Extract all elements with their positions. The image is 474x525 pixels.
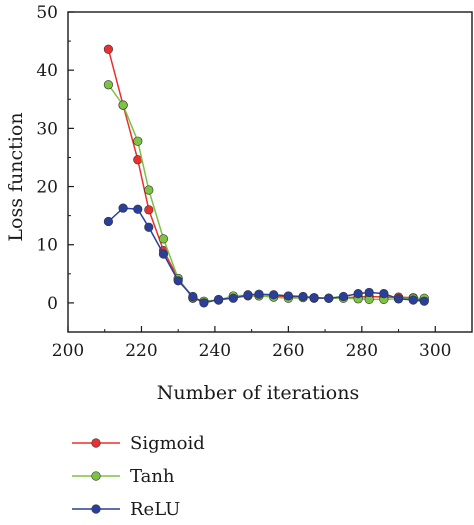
legend-item-sigmoid: Sigmoid — [72, 433, 205, 454]
y-tick-label: 30 — [36, 119, 58, 139]
legend-item-relu: ReLU — [72, 499, 180, 520]
data-point-relu — [324, 293, 334, 303]
data-point-sigmoid — [103, 44, 113, 54]
series-tanh — [103, 80, 429, 306]
data-point-relu — [269, 290, 279, 300]
data-point-relu — [364, 287, 374, 298]
axis-ticks: 200 220 240 260 280 300 0 10 20 30 40 50 — [36, 3, 451, 361]
data-point-relu — [118, 203, 128, 213]
data-point-relu — [338, 291, 349, 302]
data-point-relu — [144, 222, 154, 232]
series-line-tanh — [107, 84, 425, 302]
series-line-sigmoid — [107, 49, 425, 303]
x-tick-label: 200 — [52, 341, 84, 361]
series-line-relu — [107, 207, 425, 304]
legend: Sigmoid Tanh ReLU — [72, 433, 205, 520]
y-tick-label: 10 — [36, 236, 58, 256]
legend-marker-sigmoid — [91, 438, 101, 448]
data-point-relu — [188, 291, 198, 302]
x-tick-label: 260 — [272, 341, 304, 361]
data-point-relu — [158, 249, 169, 259]
plot-border — [67, 11, 473, 333]
data-point-tanh — [144, 185, 154, 195]
x-axis-label: Number of iterations — [157, 382, 359, 404]
legend-label-tanh: Tanh — [130, 466, 175, 487]
data-point-relu — [243, 290, 253, 300]
y-axis-label: Loss function — [5, 112, 27, 241]
legend-item-tanh: Tanh — [72, 466, 175, 487]
legend-label-sigmoid: Sigmoid — [130, 433, 205, 454]
legend-marker-tanh — [91, 471, 101, 481]
data-point-relu — [254, 289, 264, 299]
x-tick-label: 240 — [199, 341, 231, 361]
data-point-relu — [213, 294, 224, 305]
y-tick-label: 0 — [47, 294, 58, 314]
data-point-tanh — [133, 136, 143, 146]
data-point-relu — [298, 291, 308, 302]
x-tick-label: 300 — [419, 341, 451, 361]
data-point-relu — [393, 294, 404, 304]
data-point-relu — [419, 296, 429, 306]
x-tick-label: 280 — [346, 341, 378, 361]
data-point-tanh — [158, 234, 169, 244]
data-point-relu — [408, 295, 418, 305]
data-point-relu — [283, 291, 293, 301]
data-point-relu — [199, 298, 209, 308]
data-point-sigmoid — [144, 205, 154, 215]
data-point-relu — [353, 289, 363, 299]
series-relu — [103, 203, 429, 308]
x-tick-label: 220 — [125, 341, 157, 361]
series-layer — [103, 44, 429, 308]
data-point-relu — [228, 293, 238, 303]
series-sigmoid — [103, 44, 429, 307]
data-point-tanh — [103, 80, 113, 90]
legend-label-relu: ReLU — [130, 499, 180, 520]
y-tick-label: 20 — [36, 178, 58, 198]
plot-frame — [67, 11, 473, 333]
data-point-relu — [133, 204, 143, 214]
data-point-relu — [103, 216, 113, 227]
legend-marker-relu — [91, 504, 101, 514]
data-point-tanh — [118, 100, 128, 110]
y-tick-label: 40 — [36, 61, 58, 81]
y-tick-label: 50 — [36, 3, 58, 23]
data-point-relu — [309, 293, 319, 303]
data-point-relu — [379, 289, 389, 299]
data-point-relu — [173, 276, 183, 286]
